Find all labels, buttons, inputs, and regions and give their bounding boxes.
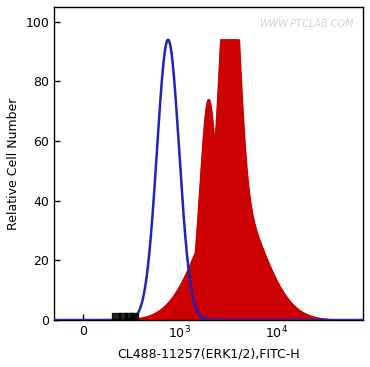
- Text: WWW.PTCLAB.COM: WWW.PTCLAB.COM: [259, 19, 354, 29]
- Y-axis label: Relative Cell Number: Relative Cell Number: [7, 97, 20, 230]
- X-axis label: CL488-11257(ERK1/2),FITC-H: CL488-11257(ERK1/2),FITC-H: [117, 347, 300, 360]
